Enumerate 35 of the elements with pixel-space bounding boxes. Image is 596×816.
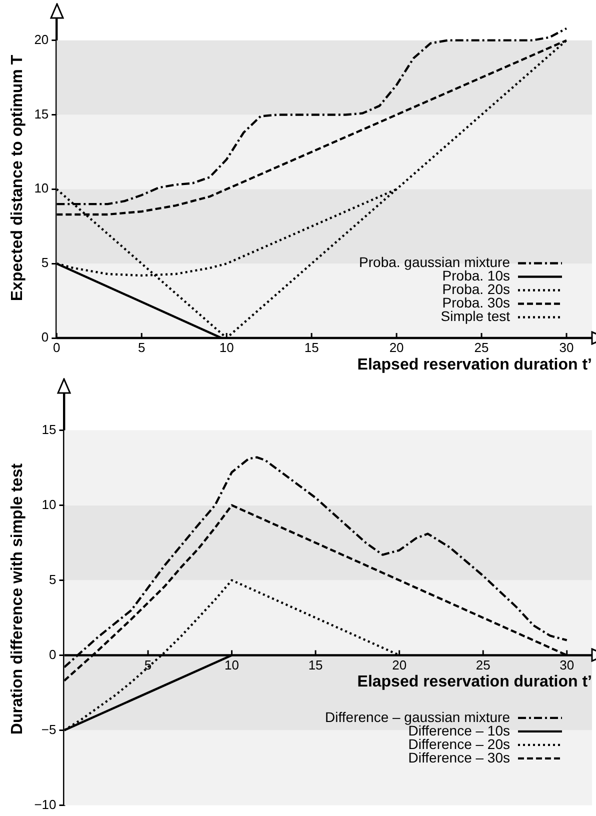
x-tick-label: 20 — [392, 657, 407, 672]
y-tick-label: 10 — [42, 496, 56, 512]
y-tick-label: 5 — [49, 572, 56, 587]
y-tick-label: 0 — [49, 646, 56, 662]
y-tick-label: 0 — [41, 330, 49, 345]
y-tick-label: 20 — [34, 32, 49, 47]
legend-label: Proba. 30s — [442, 294, 510, 311]
legend-label: Proba. gaussian mixture — [359, 254, 510, 270]
x-tick-label: 30 — [560, 657, 574, 672]
y-tick-label: 15 — [34, 106, 49, 122]
y-axis-title: Duration difference with simple test — [9, 462, 26, 735]
legend-label: Difference – gaussian mixture — [325, 708, 510, 725]
y-tick-label: 5 — [41, 255, 49, 270]
x-tick-label: 15 — [304, 340, 319, 356]
x-tick-label: 25 — [474, 340, 489, 356]
legend-label: Simple test — [440, 308, 510, 324]
x-tick-label: 25 — [476, 657, 490, 672]
x-tick-label: 5 — [138, 340, 146, 356]
y-tick-label: 10 — [34, 180, 49, 196]
y-axis-title: Expected distance to optimum T — [9, 54, 26, 302]
legend-label: Proba. 10s — [442, 268, 510, 284]
x-tick-label: 5 — [144, 657, 152, 672]
x-axis-title: Elapsed reservation duration t’ — [357, 356, 592, 374]
x-tick-label: 10 — [219, 340, 234, 356]
legend-label: Proba. 20s — [442, 281, 510, 298]
y-tick-label: 15 — [42, 422, 56, 437]
legend-label: Difference – 20s — [408, 736, 510, 752]
y-tick-label: −10 — [34, 796, 56, 812]
y-tick-label: −5 — [41, 722, 56, 737]
x-tick-label: 20 — [389, 340, 404, 356]
x-tick-label: 10 — [224, 657, 240, 672]
legend-label: Difference – 30s — [408, 749, 510, 766]
x-tick-label: 30 — [559, 340, 574, 356]
x-tick-label: 15 — [308, 657, 323, 672]
x-axis-title: Elapsed reservation duration t’ — [357, 674, 592, 691]
